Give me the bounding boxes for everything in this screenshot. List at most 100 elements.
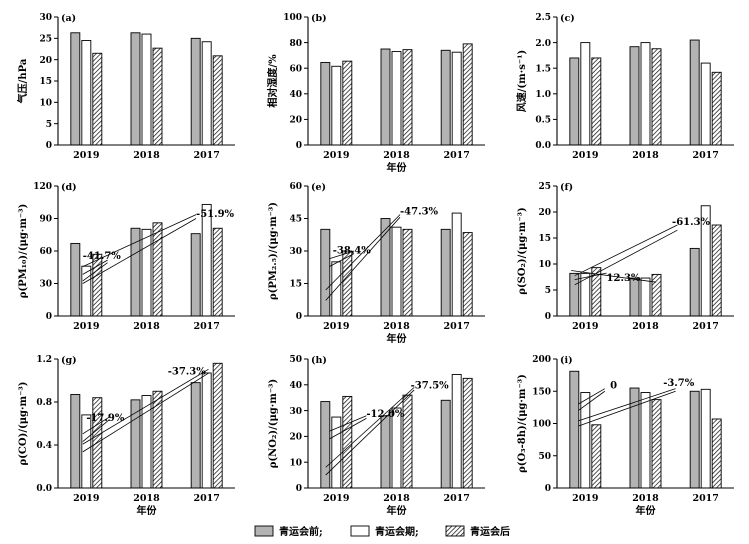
annotation-line xyxy=(82,259,108,275)
panel-label: (a) xyxy=(61,13,76,24)
x-tick-label: 2018 xyxy=(383,321,410,332)
x-tick-label: 2019 xyxy=(73,150,100,161)
bar-after-2017 xyxy=(462,43,473,146)
panel-label: (b) xyxy=(311,13,327,24)
y-tick-label: 1.0 xyxy=(535,90,551,100)
x-tick-label: 2017 xyxy=(193,321,219,332)
x-axis-label: 年份 xyxy=(387,332,408,345)
x-tick-label: 2018 xyxy=(632,150,659,161)
x-axis-label: 年份 xyxy=(387,504,408,517)
bar-after-2019 xyxy=(591,424,602,489)
y-tick-label: 30 xyxy=(39,13,52,23)
y-tick-label: 0 xyxy=(545,312,551,322)
annotation-line xyxy=(329,417,367,440)
annotation-line xyxy=(578,390,676,427)
legend-swatch-after xyxy=(445,525,465,537)
x-tick-label: 2019 xyxy=(572,321,599,332)
annotation-line xyxy=(82,218,197,284)
bar-before-2018 xyxy=(130,227,141,317)
y-axis-label: ρ(PM₂.₅)/(μg·m⁻³) xyxy=(268,202,279,300)
y-tick-label: 15 xyxy=(538,234,551,244)
bar-after-2019 xyxy=(342,395,353,489)
annotation-label: -37.3% xyxy=(168,366,207,377)
panel-a: 0 5 10 15 20 25 30 2019 2018 2017 (a) 气压/hPa xyxy=(16,13,235,161)
bar-during-2017 xyxy=(451,374,462,489)
bar-before-2017 xyxy=(440,399,451,489)
bar-after-2018 xyxy=(152,47,163,146)
bar-during-2018 xyxy=(141,33,152,146)
x-tick-label: 2019 xyxy=(323,493,350,504)
y-axis-label: ρ(PM₁₀)/(μg·m⁻³) xyxy=(18,204,29,299)
panel-f: 0 5 10 15 20 25 2019 2018 2017 (f) ρ(SO₂)/(μg·m⁻³)… xyxy=(517,182,734,332)
y-tick-label: 45 xyxy=(289,215,302,225)
legend-swatch-during xyxy=(350,525,370,537)
bar-after-2017 xyxy=(462,377,473,489)
annotation-label: -38.4% xyxy=(333,246,372,257)
panel-d: 0 30 60 90 120 2019 2018 2017 (d) ρ(PM₁₀)/(μg·m⁻³… xyxy=(18,182,235,332)
bar-before-2018 xyxy=(130,32,141,146)
annotation-line xyxy=(82,368,209,445)
bar-before-2017 xyxy=(689,390,700,489)
bar-during-2018 xyxy=(640,277,651,317)
x-tick-label: 2019 xyxy=(323,321,350,332)
y-tick-label: 1.2 xyxy=(36,355,52,365)
bar-after-2017 xyxy=(212,227,223,317)
bar-during-2017 xyxy=(201,372,212,489)
x-tick-label: 2017 xyxy=(443,321,469,332)
annotation-label: -37.5% xyxy=(411,381,450,392)
y-tick-label: 60 xyxy=(289,182,302,192)
annotation-label: 12.3% xyxy=(607,273,641,284)
y-tick-label: 2.5 xyxy=(535,13,551,23)
bar-before-2018 xyxy=(380,48,391,146)
y-axis-label: 相对湿度/% xyxy=(266,54,279,108)
legend-label-before: 青运会前; xyxy=(279,525,323,538)
annotation-label: -17.9% xyxy=(86,413,125,424)
y-tick-label: 50 xyxy=(538,452,551,462)
y-tick-label: 0 xyxy=(46,312,52,322)
x-tick-label: 2019 xyxy=(572,493,599,504)
annotation-line xyxy=(325,387,415,468)
x-tick-label: 2018 xyxy=(133,493,160,504)
y-axis-label: ρ(O₃-8h)/(μg·m⁻³) xyxy=(517,374,528,473)
panel-label: (g) xyxy=(61,355,77,366)
bar-after-2018 xyxy=(402,228,413,317)
bar-during-2019 xyxy=(331,65,342,146)
y-tick-label: 5 xyxy=(46,120,52,130)
x-axis-label: 年份 xyxy=(137,504,158,517)
x-tick-label: 2019 xyxy=(323,150,350,161)
bar-during-2017 xyxy=(700,388,711,489)
bar-during-2019 xyxy=(331,416,342,489)
y-tick-label: 20 xyxy=(39,56,52,66)
panel-label: (f) xyxy=(560,182,573,193)
bar-during-2019 xyxy=(580,392,591,489)
y-tick-label: 0 xyxy=(296,484,302,494)
annotation-line xyxy=(571,270,657,283)
annotation-line xyxy=(574,224,678,277)
x-tick-label: 2019 xyxy=(73,321,100,332)
annotation-line xyxy=(82,416,110,435)
y-tick-label: 20 xyxy=(289,116,302,126)
y-tick-label: 25 xyxy=(538,182,551,192)
bar-after-2018 xyxy=(152,222,163,317)
annotation-label: -12.0% xyxy=(366,409,405,420)
x-tick-label: 2017 xyxy=(193,493,219,504)
annotation-line xyxy=(578,388,605,405)
bar-before-2017 xyxy=(190,382,201,489)
legend: 青运会前; 青运会期; 青运会后 xyxy=(254,525,510,538)
bar-during-2019 xyxy=(580,272,591,317)
bar-before-2019 xyxy=(70,32,81,146)
y-tick-label: 5 xyxy=(545,286,551,296)
bar-during-2018 xyxy=(391,51,402,146)
y-tick-label: 0.0 xyxy=(535,141,551,151)
bar-during-2019 xyxy=(81,40,92,146)
bar-during-2018 xyxy=(391,226,402,317)
y-tick-label: 10 xyxy=(289,458,302,468)
bar-after-2017 xyxy=(462,232,473,317)
y-tick-label: 30 xyxy=(39,280,52,290)
y-tick-label: 0.5 xyxy=(535,116,551,126)
bar-before-2019 xyxy=(320,401,331,489)
annotation-line xyxy=(329,250,355,260)
panel-label: (c) xyxy=(560,13,575,24)
y-tick-label: 15 xyxy=(289,280,302,290)
annotation-line xyxy=(82,262,108,282)
